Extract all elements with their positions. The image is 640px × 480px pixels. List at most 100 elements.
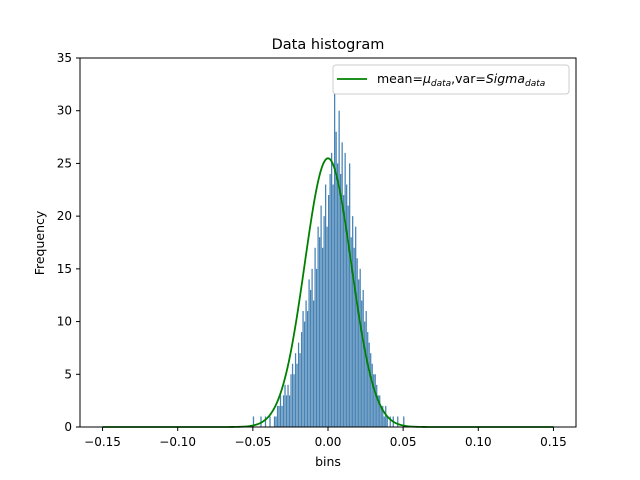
legend-box xyxy=(332,64,570,95)
histogram-bar xyxy=(350,237,352,427)
histogram-bar xyxy=(309,289,312,427)
histogram-bar xyxy=(359,268,361,427)
histogram-bar xyxy=(287,384,289,427)
histogram-bar xyxy=(308,279,310,427)
histogram-bar xyxy=(299,353,301,427)
y-tick-label: 5 xyxy=(64,367,72,381)
histogram-bar xyxy=(358,279,360,427)
histogram-bar xyxy=(362,289,364,427)
histogram-bar xyxy=(290,374,292,427)
histogram-bar xyxy=(318,237,321,427)
histogram-bar xyxy=(315,268,318,427)
histogram-bar xyxy=(352,216,354,427)
histogram-bar xyxy=(284,384,286,427)
histogram-bar xyxy=(367,332,369,427)
histogram-bar xyxy=(306,311,309,427)
histogram-bar xyxy=(279,395,282,427)
x-tick-label: −0.15 xyxy=(84,435,121,449)
histogram-bar xyxy=(312,300,315,427)
histogram-bar xyxy=(294,353,297,427)
histogram-bar xyxy=(321,247,324,427)
x-tick-label: 0.15 xyxy=(540,435,567,449)
histogram-bar xyxy=(379,395,381,427)
x-tick-label: −0.05 xyxy=(234,435,271,449)
x-axis-label: bins xyxy=(315,454,341,469)
y-tick-label: 0 xyxy=(64,420,72,434)
histogram-bar xyxy=(338,110,340,428)
histogram-bar xyxy=(371,363,373,427)
histogram-bar xyxy=(311,268,313,427)
legend-prefix: mean= xyxy=(377,71,423,86)
histogram-bar xyxy=(397,416,399,427)
y-tick-label: 10 xyxy=(57,315,72,329)
histogram-bar xyxy=(323,216,325,427)
legend-sigma-sub: data xyxy=(525,79,545,89)
histogram-bar xyxy=(296,363,298,427)
histogram-bar xyxy=(373,374,375,427)
histogram-bar xyxy=(291,363,294,427)
histogram-bar xyxy=(382,405,384,427)
histogram-bar xyxy=(346,184,348,427)
x-tick-label: 0.05 xyxy=(390,435,417,449)
y-tick-label: 20 xyxy=(57,209,72,223)
histogram-bar xyxy=(285,395,288,427)
histogram-bar xyxy=(370,353,372,427)
histogram-bar xyxy=(326,226,328,427)
histogram-bar xyxy=(314,247,316,427)
histogram-bar xyxy=(386,416,388,427)
histogram-bar xyxy=(329,173,331,427)
legend-mid: ,var= xyxy=(451,71,486,86)
histogram-bar xyxy=(341,142,343,427)
histogram-bar xyxy=(335,131,337,428)
histogram-bar xyxy=(300,332,303,427)
histogram-bar xyxy=(385,405,387,427)
histogram-bar xyxy=(332,184,334,427)
chart-title: Data histogram xyxy=(272,37,385,53)
histogram-bar xyxy=(288,395,291,427)
legend-sigma: Sigma xyxy=(486,71,525,86)
y-tick-label: 25 xyxy=(57,156,72,170)
y-axis-label: Frequency xyxy=(32,210,47,275)
histogram-bar xyxy=(353,247,355,427)
histogram-bar xyxy=(403,416,405,427)
legend-mu-sub: data xyxy=(431,79,451,89)
y-tick-label: 15 xyxy=(57,262,72,276)
histogram-bar xyxy=(324,184,327,427)
legend: mean=μdata,var=Sigmadata xyxy=(332,64,570,95)
histogram-bar xyxy=(349,163,351,427)
histogram-bars xyxy=(252,68,405,428)
histogram-bar xyxy=(365,311,367,427)
histogram-bar xyxy=(377,395,379,427)
histogram-bar xyxy=(389,416,391,427)
histogram-bar xyxy=(337,163,339,427)
histogram-bar xyxy=(303,321,306,427)
histogram-bar xyxy=(334,68,336,427)
histogram-bar xyxy=(264,416,267,427)
x-axis-ticks: −0.15 −0.10 −0.05 0.00 0.05 0.10 0.15 xyxy=(84,427,567,449)
histogram-bar xyxy=(317,226,319,427)
histogram-bar xyxy=(376,384,378,427)
legend-mu: μ xyxy=(422,71,431,86)
histogram-bar xyxy=(355,226,357,427)
histogram-bar xyxy=(340,173,342,427)
histogram-bar xyxy=(276,405,279,427)
histogram-bar xyxy=(281,405,283,427)
histogram-bar xyxy=(278,405,280,427)
histogram-bar xyxy=(293,374,295,427)
y-axis-ticks: 0 5 10 15 20 25 30 35 xyxy=(57,51,80,434)
histogram-bar xyxy=(380,405,382,427)
histogram-bar xyxy=(368,342,370,427)
histogram-bar xyxy=(383,416,385,427)
x-tick-label: 0.00 xyxy=(315,435,342,449)
histogram-bar xyxy=(297,342,300,427)
histogram-bar xyxy=(344,152,346,427)
histogram-bar xyxy=(343,195,345,427)
histogram-bar xyxy=(305,300,307,427)
y-tick-label: 35 xyxy=(57,51,72,65)
x-tick-label: 0.10 xyxy=(465,435,492,449)
legend-label: mean=μdata,var=Sigmadata xyxy=(377,71,545,89)
histogram-bar xyxy=(320,205,322,427)
histogram-bar xyxy=(252,416,255,427)
histogram-bar xyxy=(331,152,333,427)
